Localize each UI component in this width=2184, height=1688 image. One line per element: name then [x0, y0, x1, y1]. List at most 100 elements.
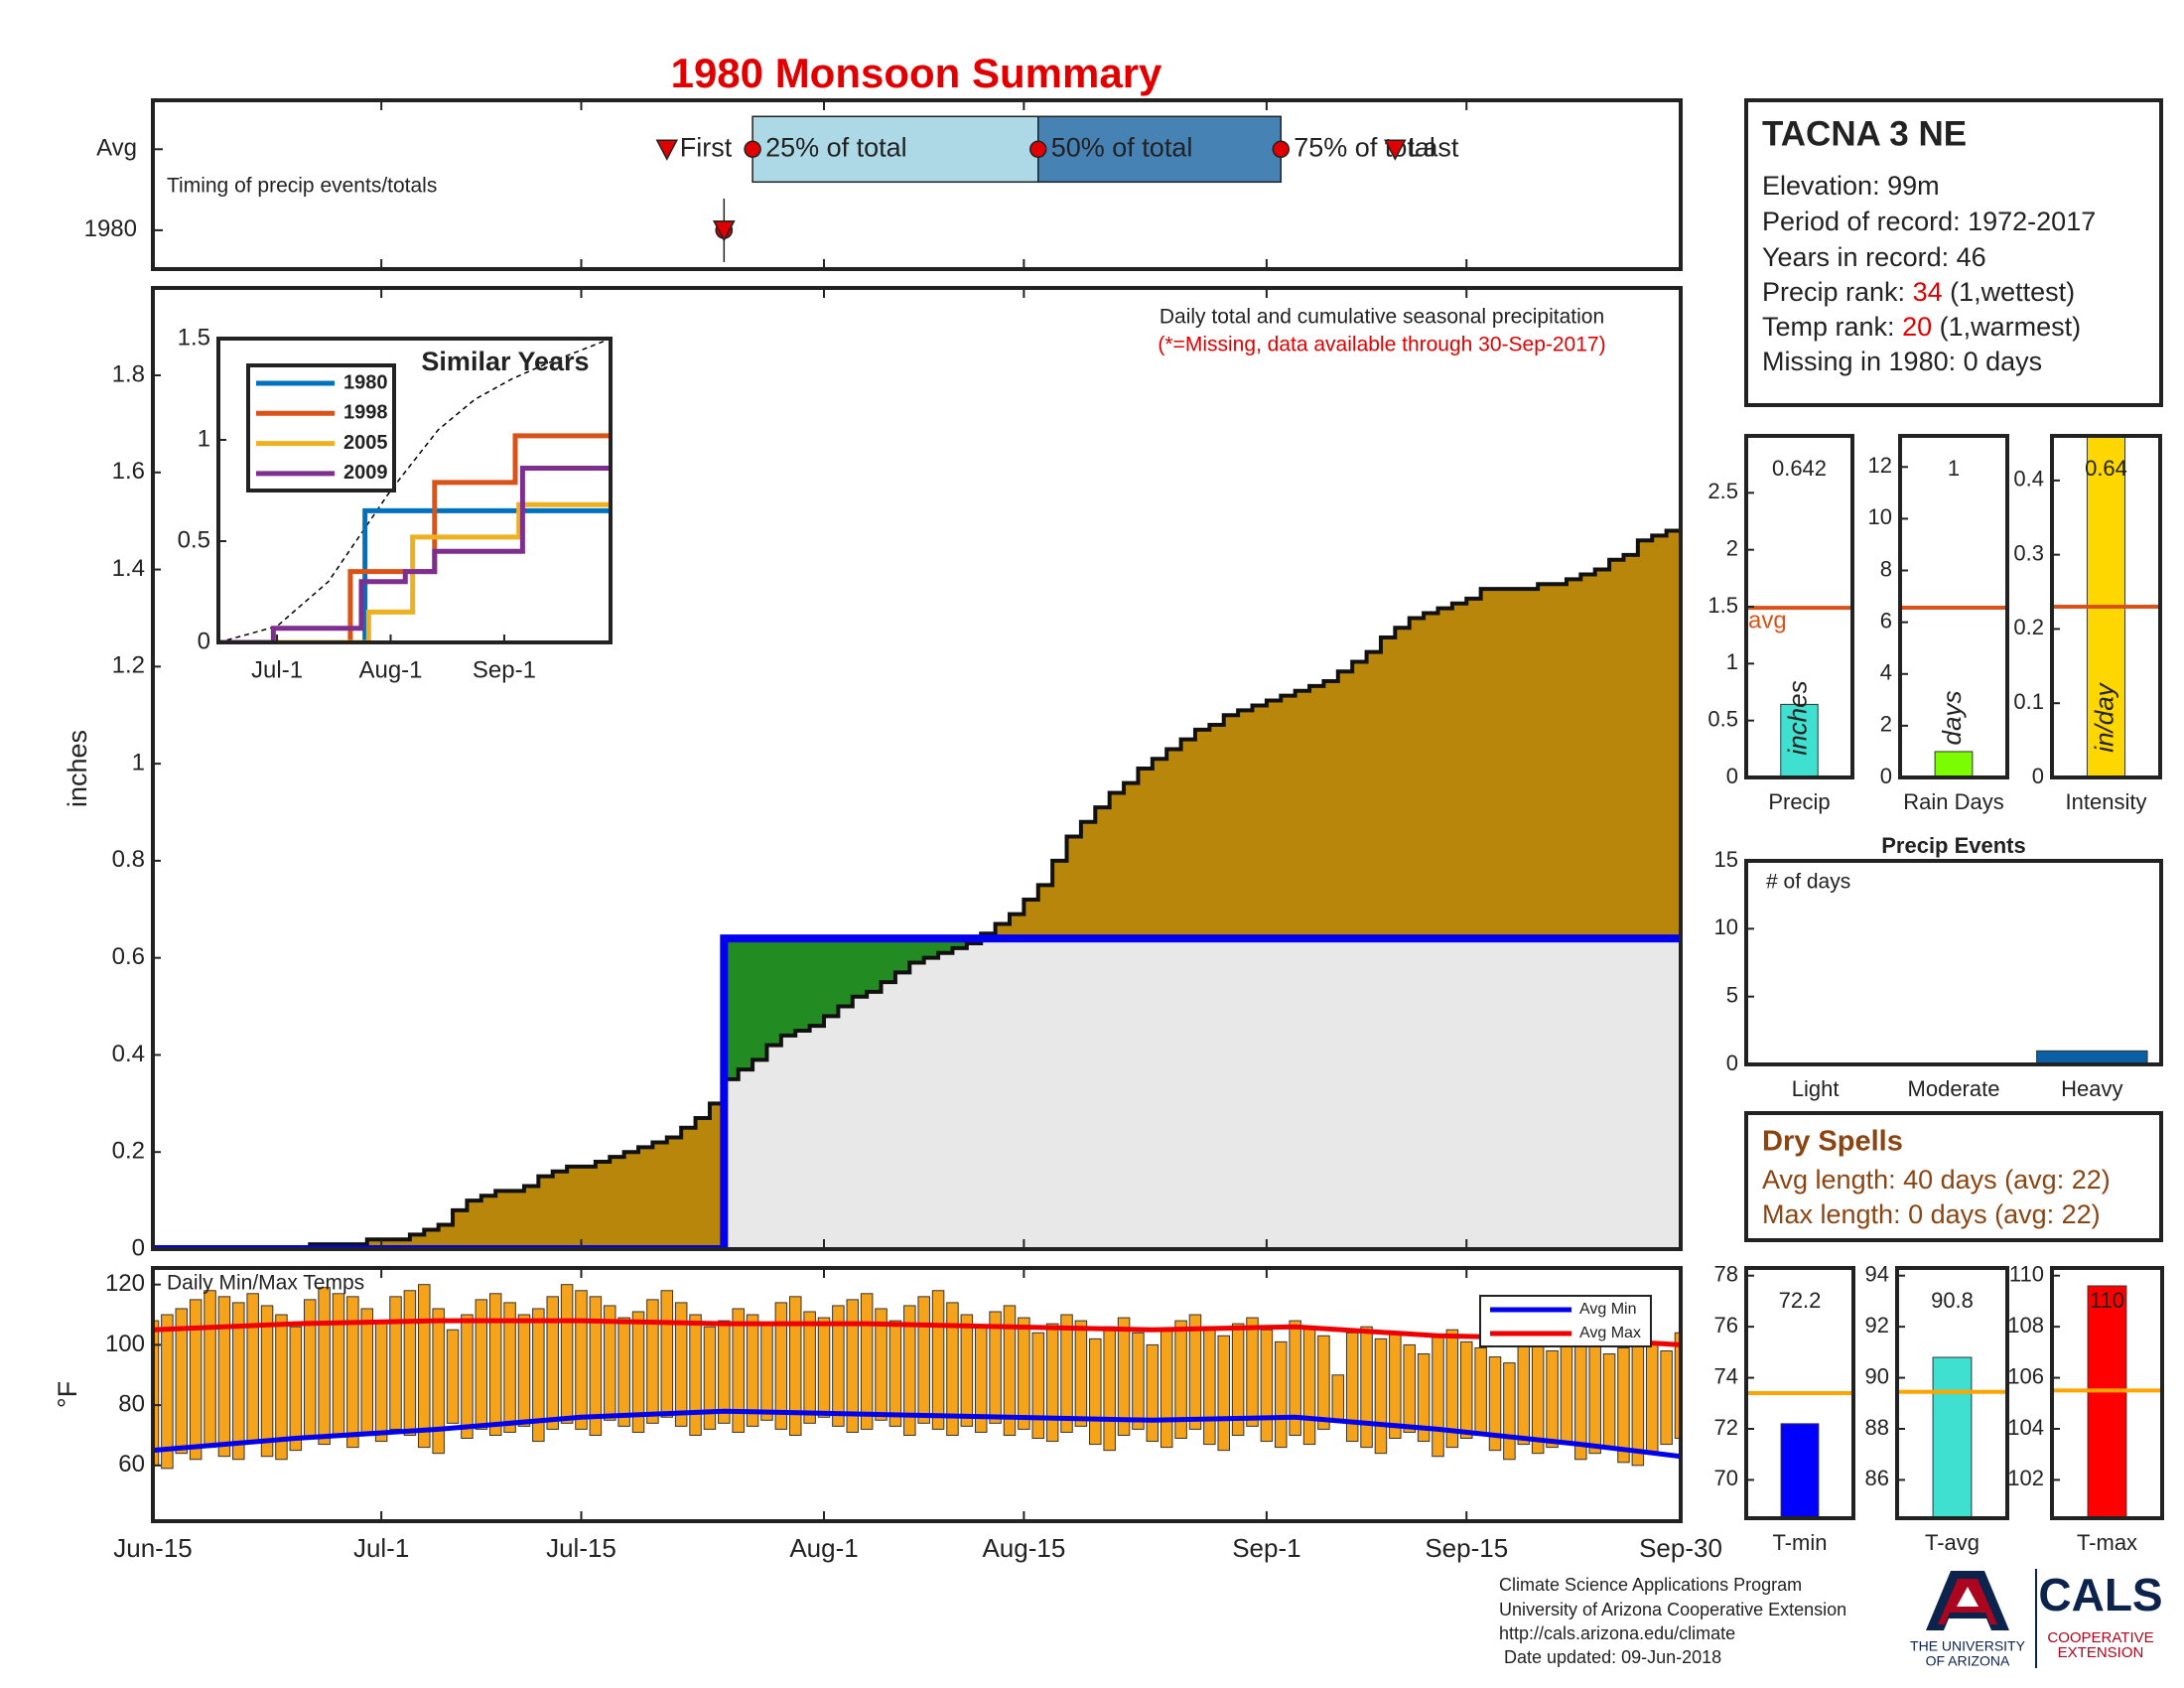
axes-frame — [1744, 1266, 1855, 1520]
x-tick-label: Moderate — [1908, 1076, 2000, 1101]
y-tick-label: 0.2 — [112, 1138, 145, 1165]
temp-bar — [1445, 1329, 1459, 1449]
y-tick-label: 88 — [1865, 1415, 1889, 1440]
temp-bar — [1018, 1317, 1030, 1430]
bar — [2036, 1050, 2148, 1064]
temp-bar — [546, 1296, 559, 1430]
y-tick-label: 1.8 — [112, 360, 145, 387]
y-tick-label: 2.5 — [1707, 479, 1738, 503]
page-title: 1980 Monsoon Summary — [671, 50, 1162, 96]
temp-bar — [803, 1311, 816, 1424]
temp-bar — [832, 1305, 845, 1427]
temp-bar — [217, 1296, 231, 1458]
precip-rank-label: Precip rank: — [1762, 277, 1913, 307]
value-label: 0.642 — [1772, 456, 1827, 481]
below-area — [153, 938, 1681, 1249]
dry-spells-box — [1744, 1111, 2163, 1242]
temp-bar — [931, 1290, 945, 1430]
temp-bar — [260, 1305, 274, 1458]
station-missing: Missing in 1980: 0 days — [1762, 347, 2042, 376]
temp-bar — [1602, 1353, 1616, 1449]
x-tick-label: Aug-15 — [982, 1533, 1065, 1563]
temp-bar — [1574, 1329, 1587, 1461]
chart-annotation: Daily total and cumulative seasonal prec… — [1160, 306, 1604, 329]
y-tick-label: 2 — [1880, 712, 1892, 737]
temp-bar — [589, 1296, 603, 1436]
bars — [1934, 751, 1974, 777]
temp-bars — [153, 1284, 1681, 1470]
temp-bar — [1246, 1317, 1259, 1427]
legend-label: 1998 — [343, 402, 388, 424]
temp-bar — [446, 1329, 460, 1424]
x-tick-label: Aug-1 — [789, 1533, 858, 1563]
y-tick-label: 8 — [1880, 556, 1892, 581]
temp-bar — [1432, 1335, 1444, 1458]
axes-frame — [1898, 434, 2009, 779]
y-tick-label: 2 — [1726, 535, 1738, 560]
timing-label: 75% of total — [1294, 132, 1435, 162]
y-tick-label: 10 — [1868, 504, 1892, 529]
timing-marker — [744, 140, 761, 159]
dry-spells-avg: Avg length: 40 days (avg: 22) — [1762, 1165, 2111, 1195]
temp-bar — [1389, 1332, 1402, 1440]
x-tick-label: T-min — [1773, 1530, 1828, 1555]
y-tick-label: 15 — [1714, 847, 1738, 872]
temp-bar — [1403, 1343, 1416, 1433]
axes-frame — [1744, 434, 1854, 779]
temp-bar — [631, 1311, 645, 1433]
temp-bar — [1289, 1320, 1301, 1436]
temp-bar — [175, 1308, 189, 1455]
temp-bar — [1631, 1335, 1645, 1467]
temp-bar — [575, 1290, 588, 1430]
dry-spells-max: Max length: 0 days (avg: 22) — [1762, 1199, 2101, 1229]
x-tick-label: Jul-15 — [546, 1533, 616, 1563]
timing-marker — [655, 139, 679, 161]
y-tick-label: 1 — [1726, 649, 1738, 674]
temp-bar — [1132, 1332, 1145, 1430]
y-tick-label: 0 — [132, 1234, 145, 1261]
temp-bar — [1417, 1353, 1431, 1443]
y-tick-label: 1 — [198, 425, 210, 452]
axes-frame — [1895, 1266, 2009, 1520]
y-tick-label: 1.2 — [112, 652, 145, 679]
y-tick-label: 0.5 — [178, 526, 210, 553]
series-line — [218, 501, 611, 642]
y-tick-label: 0 — [198, 628, 210, 654]
timing-label: First — [680, 132, 733, 162]
series-line — [218, 466, 611, 642]
temp-bar — [332, 1293, 345, 1436]
y-tick-label: 102 — [2007, 1466, 2044, 1490]
timing-label: 50% of total — [1051, 132, 1193, 162]
temp-bar — [275, 1314, 288, 1461]
temp-bar — [903, 1305, 916, 1436]
temp-bar — [718, 1320, 731, 1424]
temp-bar — [1345, 1332, 1359, 1443]
axes-frame — [151, 98, 1683, 271]
temp-bar — [1617, 1346, 1630, 1464]
y-axis-label: inches — [63, 730, 92, 807]
y-tick-label: 5 — [1726, 982, 1738, 1007]
timing-label: Last — [1408, 132, 1459, 162]
y-tick-label: 1.4 — [112, 555, 145, 582]
temp-bar — [403, 1290, 417, 1436]
temp-bar — [660, 1290, 674, 1418]
axes-frame — [2050, 1266, 2164, 1520]
temp-bar — [189, 1299, 203, 1461]
bar — [1934, 751, 1974, 777]
timing-marker — [713, 220, 736, 242]
temp-bar — [1560, 1337, 1573, 1443]
station-years: Years in record: 46 — [1762, 242, 1986, 272]
temp-bar — [1459, 1340, 1473, 1440]
logo-cals: CALS — [2038, 1569, 2162, 1620]
y-tick-label: 110 — [2009, 1262, 2044, 1287]
temp-bar — [389, 1296, 402, 1430]
temp-bar — [1203, 1326, 1216, 1446]
y-tick-label: 0 — [1726, 764, 1738, 788]
value-label: 72.2 — [1779, 1288, 1822, 1313]
timing-marker — [1029, 140, 1047, 159]
temp-bar — [374, 1320, 388, 1443]
temp-bar — [461, 1314, 474, 1440]
value-label: 110 — [2090, 1288, 2124, 1313]
